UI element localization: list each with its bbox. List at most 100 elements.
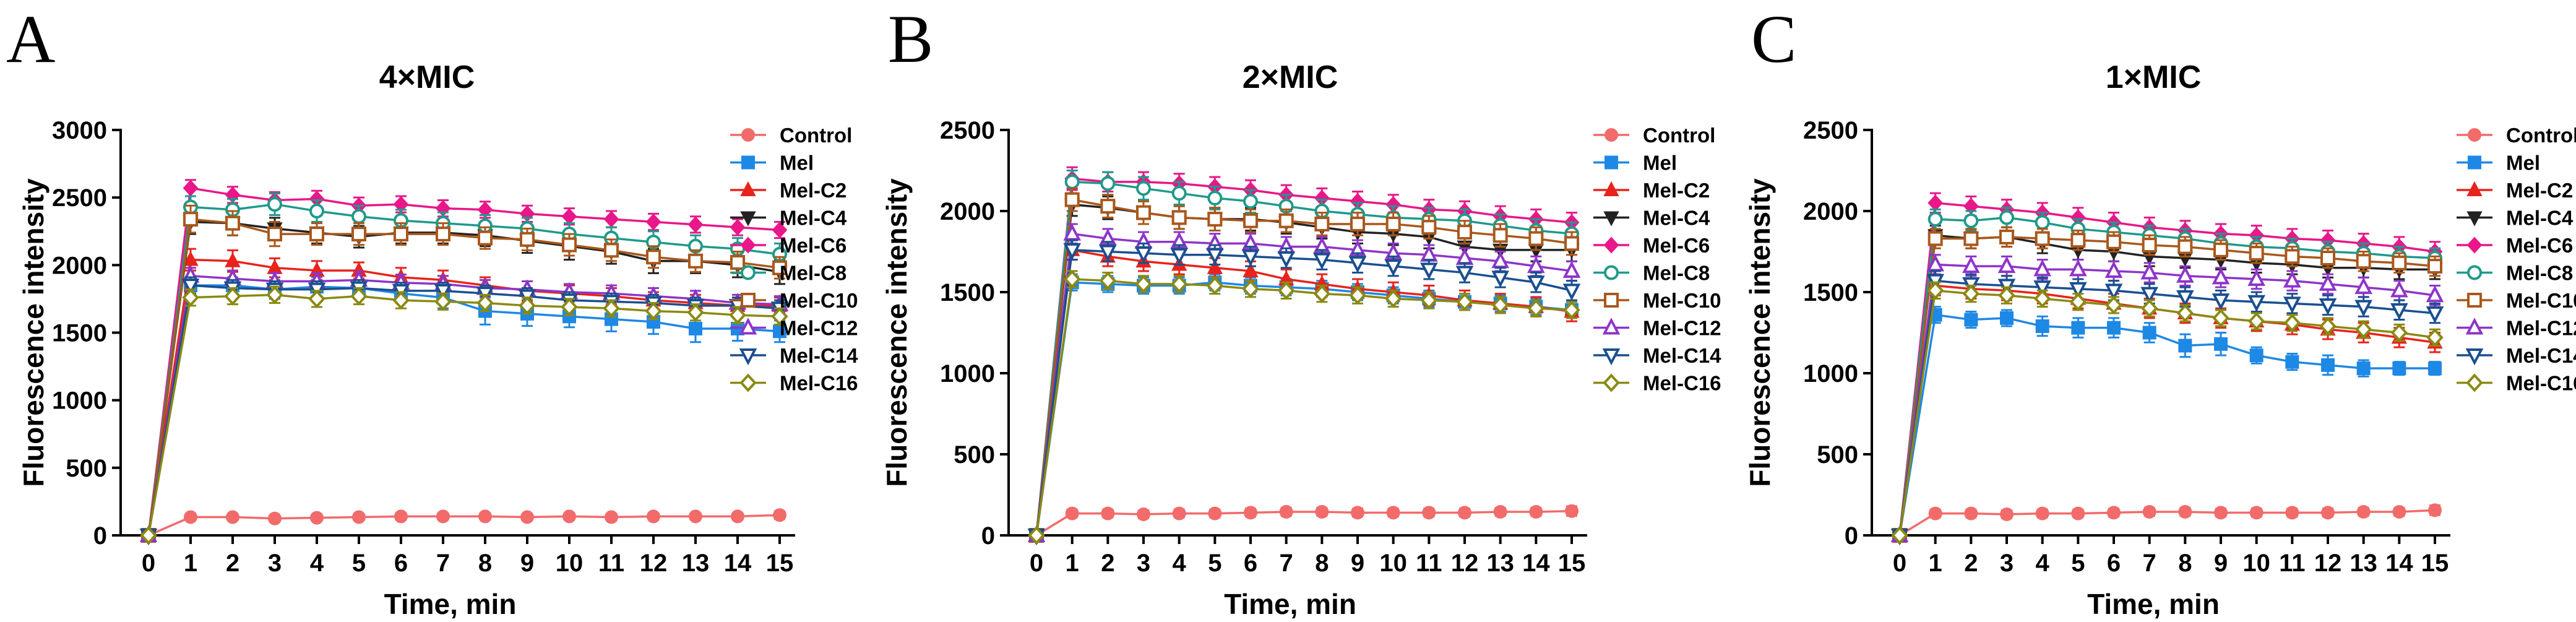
y-axis-title: Fluorescence intensity bbox=[17, 178, 50, 487]
data-point bbox=[2035, 506, 2049, 520]
series-line bbox=[1035, 203, 1572, 536]
legend-item: Mel-C8 bbox=[730, 262, 846, 285]
x-tick-label: 13 bbox=[682, 550, 710, 577]
data-point bbox=[1207, 259, 1223, 274]
data-point bbox=[1099, 271, 1117, 290]
x-tick-label: 1 bbox=[1066, 550, 1079, 577]
y-tick-label: 2500 bbox=[1803, 117, 1858, 144]
data-point bbox=[1206, 276, 1224, 295]
data-point bbox=[730, 254, 745, 270]
data-point bbox=[1244, 506, 1257, 520]
data-point bbox=[2071, 506, 2085, 520]
series-line bbox=[1898, 236, 2436, 536]
data-point bbox=[689, 509, 702, 524]
series-line bbox=[147, 220, 780, 536]
legend-item: Mel-C10 bbox=[2457, 289, 2576, 312]
data-point bbox=[1384, 259, 1402, 277]
data-point bbox=[1384, 289, 1402, 308]
legend-item: Mel-C16 bbox=[730, 372, 858, 395]
series-mel-c14 bbox=[139, 276, 789, 546]
legend-marker bbox=[740, 211, 756, 227]
y-tick-label: 1500 bbox=[940, 279, 995, 306]
data-point bbox=[2178, 339, 2192, 353]
series-mel-c8 bbox=[141, 192, 787, 543]
data-point bbox=[436, 509, 450, 524]
legend-marker bbox=[2466, 181, 2483, 196]
data-point bbox=[181, 279, 200, 296]
data-point bbox=[2390, 303, 2408, 321]
data-point bbox=[1420, 291, 1438, 310]
x-tick-label: 6 bbox=[394, 550, 408, 577]
legend-item: Mel-C6 bbox=[2457, 234, 2573, 257]
data-point bbox=[2249, 246, 2264, 261]
x-tick-label: 9 bbox=[1351, 550, 1364, 577]
data-point bbox=[1171, 210, 1187, 225]
data-point bbox=[183, 251, 199, 266]
data-point bbox=[1100, 176, 1116, 191]
data-point bbox=[2140, 299, 2158, 318]
data-point bbox=[1277, 251, 1295, 269]
data-point bbox=[224, 287, 241, 306]
x-tick-label: 8 bbox=[1315, 550, 1329, 577]
data-point bbox=[1455, 248, 1474, 265]
legend-marker bbox=[1604, 293, 1619, 308]
series-mel-c14 bbox=[1890, 270, 2444, 546]
data-point bbox=[310, 511, 324, 525]
legend-item: Mel-C12 bbox=[730, 317, 858, 340]
data-point bbox=[1241, 249, 1260, 267]
legend-marker bbox=[2466, 236, 2483, 254]
series-line bbox=[147, 284, 780, 536]
data-point bbox=[352, 510, 366, 524]
legend-marker bbox=[1603, 211, 1619, 227]
x-tick-label: 4 bbox=[1173, 550, 1187, 577]
legend-label: Mel-C4 bbox=[1643, 207, 1710, 230]
data-point bbox=[1458, 506, 1471, 520]
data-point bbox=[2107, 321, 2121, 335]
data-point bbox=[729, 306, 746, 325]
data-point bbox=[1243, 194, 1258, 209]
legend-label: Mel-C6 bbox=[780, 234, 846, 257]
data-point bbox=[2176, 304, 2194, 323]
data-point bbox=[1064, 192, 1080, 207]
series-mel-c12 bbox=[1890, 254, 2444, 542]
data-point bbox=[2212, 267, 2230, 285]
data-point bbox=[2354, 300, 2372, 317]
data-point bbox=[2214, 337, 2228, 351]
data-point bbox=[2140, 287, 2158, 304]
series-mel-c14 bbox=[1027, 239, 1581, 546]
data-point bbox=[2033, 259, 2051, 277]
data-point bbox=[2320, 250, 2335, 266]
data-point bbox=[687, 216, 704, 233]
data-point bbox=[2035, 319, 2049, 334]
data-point bbox=[1562, 283, 1581, 301]
x-tick-label: 5 bbox=[1208, 550, 1221, 577]
legend-item: Mel-C8 bbox=[1593, 262, 1710, 285]
data-point bbox=[561, 208, 577, 225]
legend-marker bbox=[1602, 348, 1621, 366]
panel-letter: C bbox=[1751, 1, 1796, 77]
series-line bbox=[1035, 232, 1572, 536]
series-line bbox=[1898, 234, 2435, 536]
data-point bbox=[394, 509, 408, 524]
data-point bbox=[1348, 256, 1367, 274]
data-point bbox=[2392, 255, 2407, 270]
legend-marker bbox=[739, 317, 757, 335]
legend-item: Mel bbox=[2457, 152, 2540, 175]
data-point bbox=[2178, 505, 2192, 519]
x-tick-label: 7 bbox=[2143, 550, 2156, 577]
data-point bbox=[394, 227, 408, 242]
series-line bbox=[1898, 279, 2436, 536]
data-point bbox=[2213, 242, 2228, 257]
data-point bbox=[520, 231, 535, 247]
legend-item: Mel-C6 bbox=[1593, 234, 1710, 257]
data-point bbox=[267, 227, 282, 242]
data-point bbox=[1386, 506, 1400, 520]
series-line bbox=[148, 514, 780, 537]
legend-marker bbox=[741, 293, 756, 308]
data-point bbox=[2107, 506, 2121, 520]
data-point bbox=[1207, 191, 1223, 206]
legend-label: Control bbox=[2506, 124, 2576, 147]
legend-marker bbox=[1603, 236, 1619, 254]
data-point bbox=[478, 509, 492, 524]
